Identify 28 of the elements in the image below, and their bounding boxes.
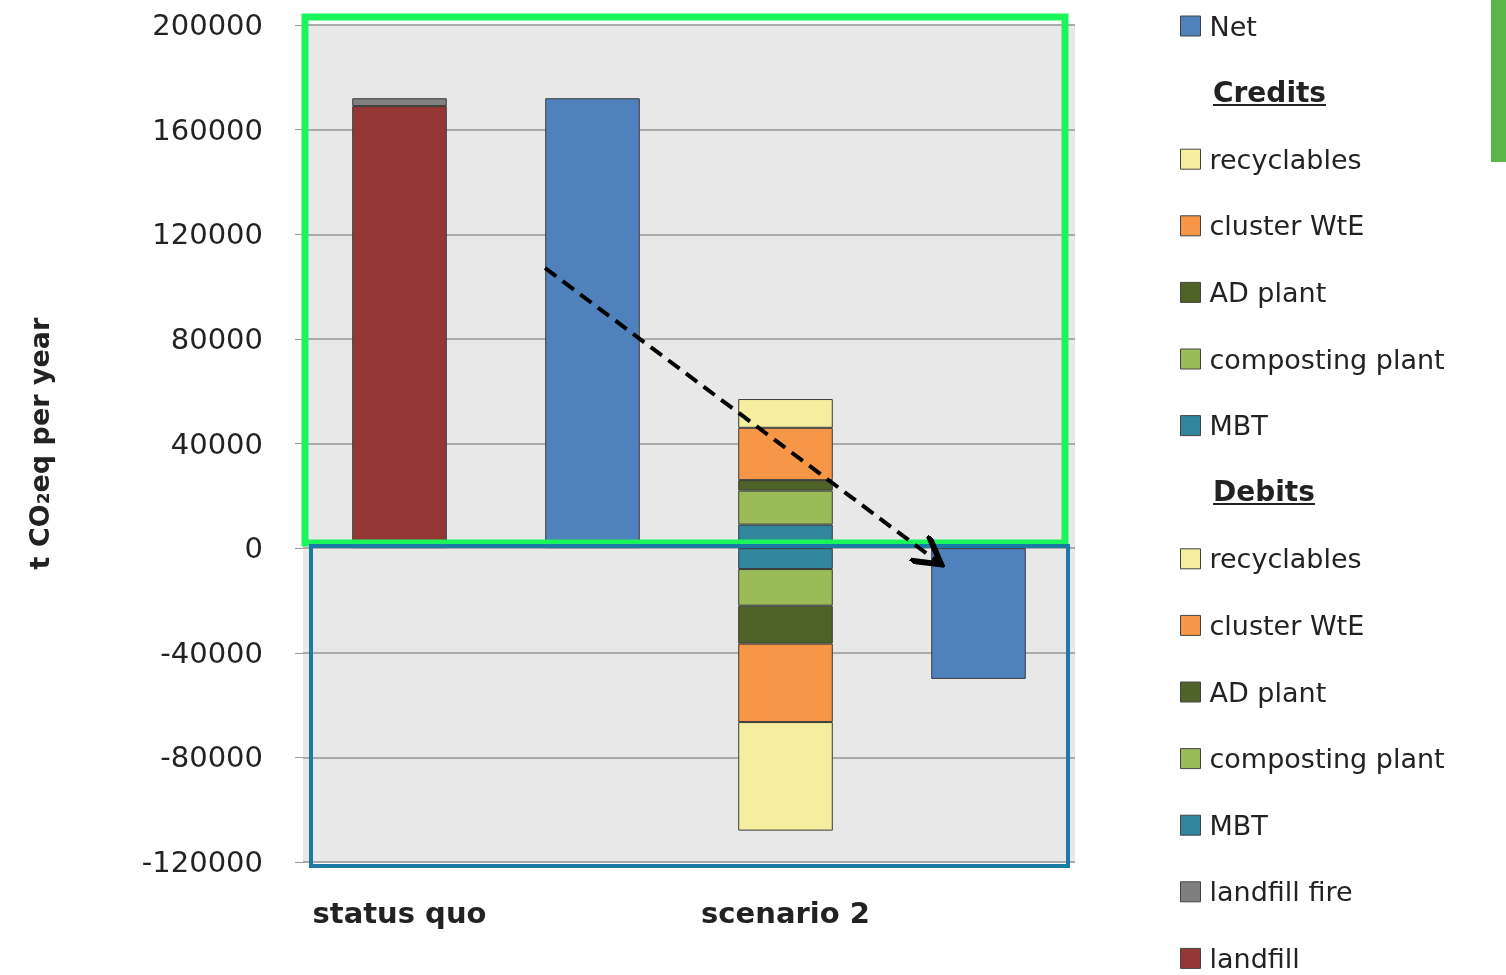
y-tick-label: -40000 bbox=[160, 635, 263, 670]
legend-label: recyclables bbox=[1209, 143, 1362, 175]
x-tick-label: scenario 2 bbox=[701, 895, 870, 930]
y-tick-label: 80000 bbox=[170, 321, 263, 356]
y-tick-label: 120000 bbox=[152, 217, 263, 252]
y-tick-label: 200000 bbox=[152, 8, 263, 42]
legend-label: cluster WtE bbox=[1209, 609, 1365, 641]
legend-label: Net bbox=[1209, 10, 1257, 42]
text: Credits bbox=[1213, 75, 1327, 109]
y-tick-label: 0 bbox=[244, 531, 263, 566]
bar bbox=[931, 548, 1026, 679]
y-axis-title: t CO₂eq per year bbox=[24, 316, 55, 570]
y-tick-label: -120000 bbox=[141, 845, 263, 879]
y-tick-label: 40000 bbox=[170, 426, 263, 461]
y-tick-label: 160000 bbox=[152, 112, 263, 147]
legend-label: landfill bbox=[1209, 942, 1300, 974]
legend-label: AD plant bbox=[1209, 676, 1327, 708]
legend-label: AD plant bbox=[1209, 276, 1327, 308]
legend-label: landfill fire bbox=[1209, 876, 1353, 908]
legend-label: composting plant bbox=[1209, 743, 1445, 775]
legend-label: composting plant bbox=[1209, 343, 1445, 375]
x-tick-label: status quo bbox=[312, 895, 487, 930]
legend-label: MBT bbox=[1209, 809, 1269, 841]
legend-label: recyclables bbox=[1209, 543, 1362, 575]
legend-label: MBT bbox=[1209, 410, 1269, 442]
legend-label: cluster WtE bbox=[1209, 210, 1365, 242]
y-tick-label: -80000 bbox=[160, 740, 263, 775]
text: Debits bbox=[1213, 475, 1315, 509]
